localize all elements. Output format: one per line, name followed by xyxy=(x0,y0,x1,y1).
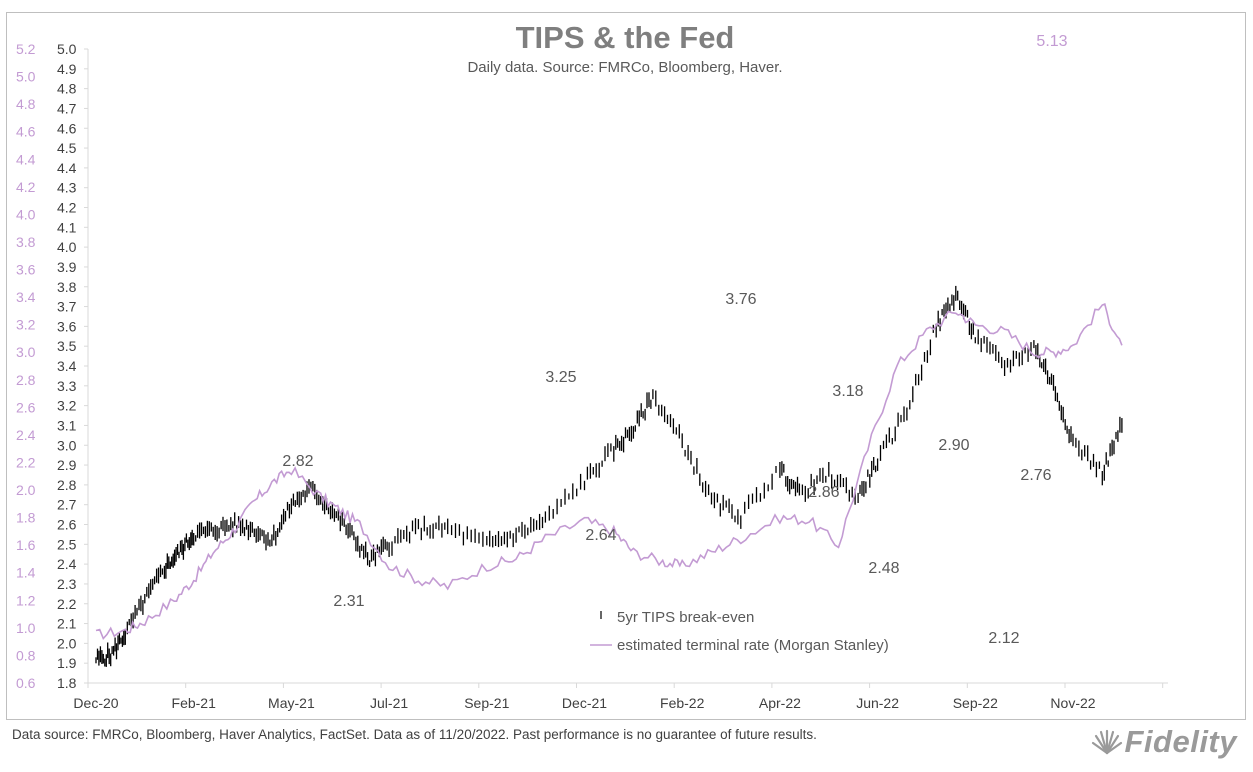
y-right-tick-label: 2.7 xyxy=(57,497,77,513)
y-left-tick-label: 2.4 xyxy=(16,427,36,443)
starburst-icon xyxy=(1092,729,1123,755)
x-tick-label: Sep-21 xyxy=(464,695,509,711)
y-right-tick-label: 2.0 xyxy=(57,635,77,651)
annotation-label: 2.90 xyxy=(938,437,969,454)
y-left-tick-label: 2.8 xyxy=(16,372,36,388)
y-left-tick-label: 4.8 xyxy=(16,96,36,112)
y-left-tick-label: 1.0 xyxy=(16,620,36,636)
y-right-tick-label: 4.2 xyxy=(57,200,77,216)
y-right-tick-label: 3.7 xyxy=(57,299,77,315)
chart-title: TIPS & the Fed xyxy=(516,20,735,55)
y-right-tick-label: 5.0 xyxy=(57,41,77,57)
legend-label-terminal: estimated terminal rate (Morgan Stanley) xyxy=(617,637,889,654)
x-tick-label: Jul-21 xyxy=(370,695,408,711)
y-right-tick-label: 4.5 xyxy=(57,140,77,156)
y-left-tick-label: 2.2 xyxy=(16,454,36,470)
annotation-label: 3.76 xyxy=(725,291,756,308)
y-right-tick-label: 3.1 xyxy=(57,417,77,433)
x-tick-label: Feb-22 xyxy=(660,695,705,711)
y-right-tick-label: 2.6 xyxy=(57,517,77,533)
y-right-tick-label: 2.1 xyxy=(57,616,77,632)
annotation-label: 3.25 xyxy=(545,369,576,386)
annotation-label: 2.31 xyxy=(333,593,364,610)
logo-text: Fidelity xyxy=(1124,724,1237,759)
y-right-tick-label: 4.4 xyxy=(57,160,77,176)
y-left-tick-label: 2.0 xyxy=(16,482,36,498)
y-left-tick-label: 0.8 xyxy=(16,647,36,663)
annotation-label: 5.13 xyxy=(1036,33,1067,50)
y-left-tick-label: 3.8 xyxy=(16,234,36,250)
fidelity-logo: Fidelity xyxy=(1090,722,1237,762)
y-left-tick-label: 4.0 xyxy=(16,206,36,222)
y-left-tick-label: 4.4 xyxy=(16,151,36,167)
annotation-label: 2.48 xyxy=(868,560,899,577)
y-right-tick-label: 2.5 xyxy=(57,536,77,552)
x-tick-label: Feb-21 xyxy=(172,695,217,711)
y-right-tick-label: 3.5 xyxy=(57,338,77,354)
y-right-tick-label: 2.3 xyxy=(57,576,77,592)
annotation-label: 3.18 xyxy=(832,383,863,400)
y-right-tick-label: 3.0 xyxy=(57,437,77,453)
y-right-tick-label: 1.8 xyxy=(57,675,77,691)
chart-subtitle: Daily data. Source: FMRCo, Bloomberg, Ha… xyxy=(467,59,782,76)
x-tick-label: May-21 xyxy=(268,695,315,711)
y-right-tick-label: 4.7 xyxy=(57,100,77,116)
y-right-tick-label: 2.2 xyxy=(57,596,77,612)
y-right-tick-label: 4.3 xyxy=(57,180,77,196)
y-right-tick-label: 4.9 xyxy=(57,61,77,77)
x-tick-label: Sep-22 xyxy=(953,695,998,711)
y-left-tick-label: 3.4 xyxy=(16,289,36,305)
annotation-label: 2.12 xyxy=(988,630,1019,647)
y-right-tick-label: 3.8 xyxy=(57,279,77,295)
y-left-tick-label: 0.6 xyxy=(16,675,36,691)
x-tick-label: Dec-20 xyxy=(73,695,118,711)
y-left-tick-label: 1.2 xyxy=(16,592,36,608)
y-right-tick-label: 4.8 xyxy=(57,81,77,97)
annotation-label: 2.64 xyxy=(585,527,616,544)
y-left-tick-label: 2.6 xyxy=(16,399,36,415)
y-left-tick-label: 1.4 xyxy=(16,565,36,581)
x-tick-label: Jun-22 xyxy=(856,695,899,711)
series-terminal-rate-line xyxy=(95,303,1123,640)
y-left-tick-label: 4.2 xyxy=(16,179,36,195)
y-right-tick-label: 1.9 xyxy=(57,655,77,671)
y-left-tick-label: 5.2 xyxy=(16,41,36,57)
y-left-tick-label: 4.6 xyxy=(16,124,36,140)
y-right-tick-label: 3.4 xyxy=(57,358,77,374)
y-right-tick-label: 3.9 xyxy=(57,259,77,275)
y-left-tick-label: 3.0 xyxy=(16,344,36,360)
annotation-label: 2.76 xyxy=(1020,467,1051,484)
x-tick-label: Apr-22 xyxy=(759,695,801,711)
chart-frame xyxy=(6,12,1246,720)
y-right-tick-label: 4.6 xyxy=(57,120,77,136)
footer-note: Data source: FMRCo, Bloomberg, Haver Ana… xyxy=(12,727,817,742)
x-tick-label: Dec-21 xyxy=(562,695,607,711)
y-left-tick-label: 5.0 xyxy=(16,69,36,85)
y-right-tick-label: 3.3 xyxy=(57,378,77,394)
x-tick-label: Nov-22 xyxy=(1050,695,1095,711)
y-left-tick-label: 1.8 xyxy=(16,510,36,526)
annotation-label: 2.82 xyxy=(282,453,313,470)
y-right-tick-label: 2.4 xyxy=(57,556,77,572)
annotation-label: 2.86 xyxy=(808,484,839,501)
legend-label-tips: 5yr TIPS break-even xyxy=(617,609,754,626)
y-right-tick-label: 2.8 xyxy=(57,477,77,493)
y-right-tick-label: 2.9 xyxy=(57,457,77,473)
y-right-tick-label: 4.0 xyxy=(57,239,77,255)
y-left-tick-label: 1.6 xyxy=(16,537,36,553)
y-left-tick-label: 3.2 xyxy=(16,317,36,333)
y-left-tick-label: 3.6 xyxy=(16,262,36,278)
y-right-tick-label: 3.6 xyxy=(57,318,77,334)
y-right-tick-label: 3.2 xyxy=(57,398,77,414)
y-right-tick-label: 4.1 xyxy=(57,219,77,235)
